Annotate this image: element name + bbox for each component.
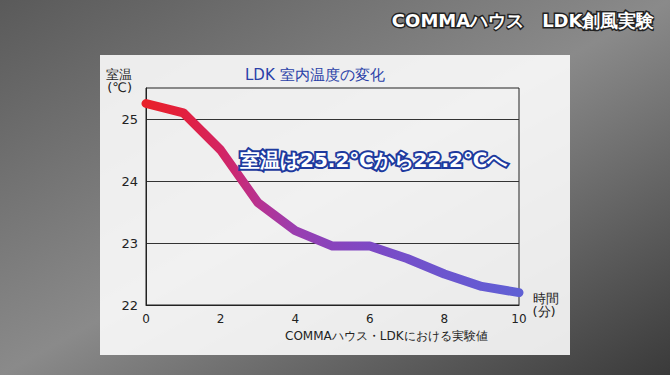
svg-text:COMMAハウス LDK創風実験: COMMAハウス LDK創風実験: [392, 10, 656, 31]
svg-text:COMMAハウス・LDKにおける実験値: COMMAハウス・LDKにおける実験値: [285, 329, 488, 343]
svg-text:24: 24: [121, 174, 138, 189]
svg-text:室温: 室温: [106, 67, 132, 82]
svg-text:25: 25: [121, 112, 138, 127]
svg-text:室温は25.2℃から22.2℃へ: 室温は25.2℃から22.2℃へ: [240, 148, 508, 172]
svg-text:10: 10: [511, 312, 526, 326]
svg-text:22: 22: [121, 298, 138, 313]
svg-text:LDK 室内温度の変化: LDK 室内温度の変化: [245, 66, 385, 84]
svg-text:(℃): (℃): [107, 80, 132, 95]
svg-text:2: 2: [217, 312, 225, 326]
svg-text:23: 23: [121, 236, 138, 251]
svg-text:(分): (分): [533, 304, 556, 319]
svg-text:8: 8: [441, 312, 449, 326]
svg-text:6: 6: [366, 312, 374, 326]
svg-text:0: 0: [142, 312, 150, 326]
svg-text:時間: 時間: [532, 291, 559, 306]
svg-text:4: 4: [291, 312, 299, 326]
